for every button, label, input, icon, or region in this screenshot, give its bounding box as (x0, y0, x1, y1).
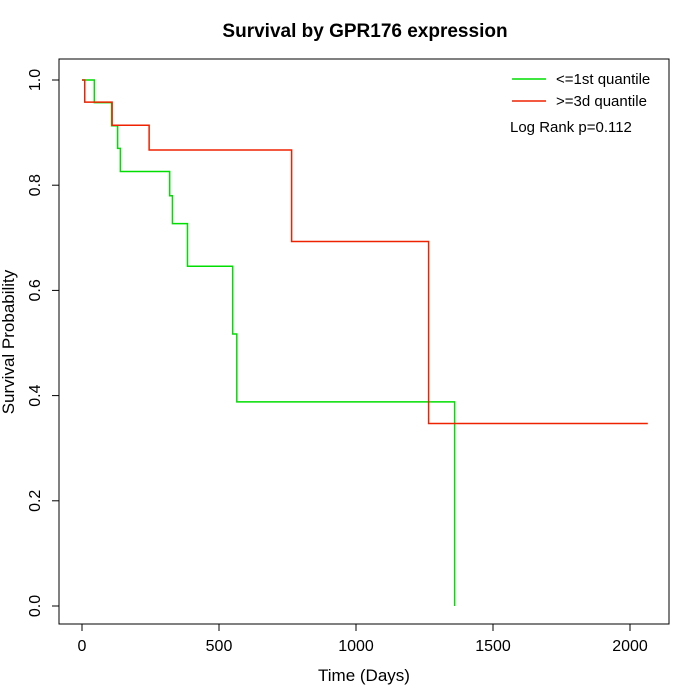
y-axis-label: Survival Probability (0, 269, 18, 414)
x-tick-label: 2000 (612, 638, 648, 655)
x-axis-label: Time (Days) (318, 666, 410, 685)
x-tick-label: 1000 (338, 638, 374, 655)
plot-frame (58, 58, 670, 625)
log-rank-annotation: Log Rank p=0.112 (510, 119, 632, 136)
y-tick-label: 0.2 (27, 490, 44, 512)
legend: <=1st quantile >=3d quantile (512, 71, 650, 110)
series-line-high-expression (82, 79, 648, 425)
x-tick-label: 0 (78, 638, 87, 655)
y-tick-label: 0.4 (27, 384, 44, 406)
x-tick-label: 1500 (475, 638, 511, 655)
series-line-low-expression (82, 79, 456, 606)
series-lines (82, 79, 648, 606)
x-axis: 0 500 1000 1500 2000 (78, 623, 648, 655)
legend-label-low: <=1st quantile (556, 71, 650, 88)
y-tick-label: 0.8 (27, 174, 44, 196)
y-tick-label: 0.0 (27, 595, 44, 617)
legend-label-high: >=3d quantile (556, 93, 647, 110)
y-axis: 0.0 0.2 0.4 0.6 0.8 1.0 (27, 69, 60, 617)
y-tick-label: 0.6 (27, 279, 44, 301)
x-tick-label: 500 (206, 638, 233, 655)
y-tick-label: 1.0 (27, 69, 44, 91)
chart-title: Survival by GPR176 expression (222, 21, 507, 42)
